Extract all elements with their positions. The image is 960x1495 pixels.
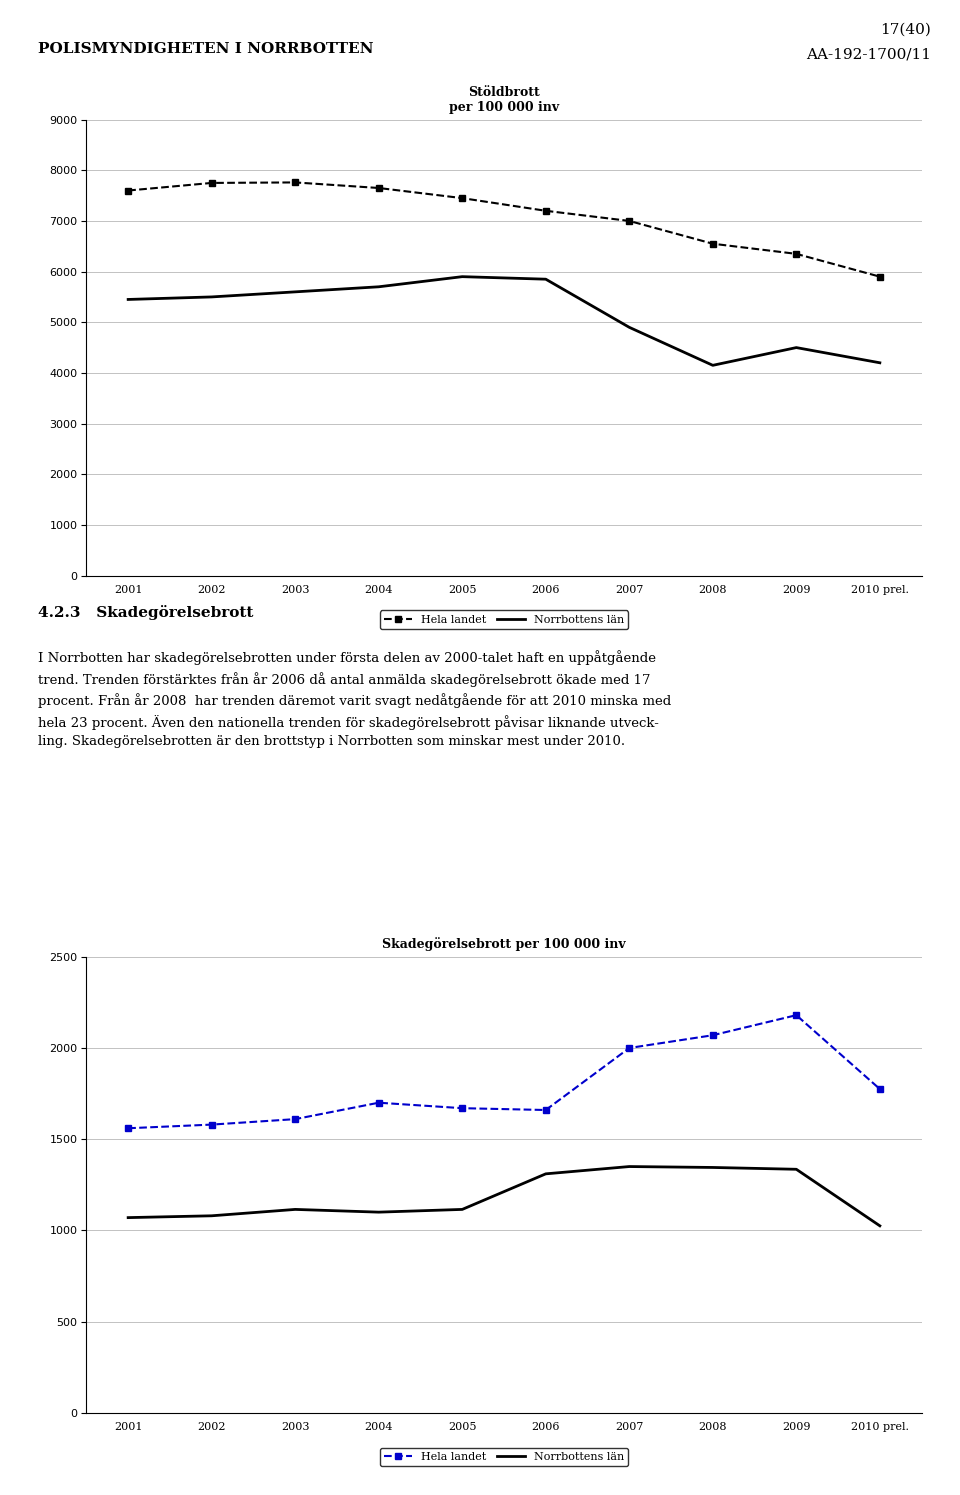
Legend: Hela landet, Norrbottens län: Hela landet, Norrbottens län <box>379 1447 629 1467</box>
Text: I Norrbotten har skadegörelsebrotten under första delen av 2000-talet haft en up: I Norrbotten har skadegörelsebrotten und… <box>38 650 672 748</box>
Title: Skadegörelsebrott per 100 000 inv: Skadegörelsebrott per 100 000 inv <box>382 937 626 951</box>
Legend: Hela landet, Norrbottens län: Hela landet, Norrbottens län <box>379 610 629 629</box>
Text: 4.2.3   Skadegörelsebrott: 4.2.3 Skadegörelsebrott <box>38 605 253 620</box>
Text: POLISMYNDIGHETEN I NORRBOTTEN: POLISMYNDIGHETEN I NORRBOTTEN <box>38 42 373 55</box>
Text: AA-192-1700/11: AA-192-1700/11 <box>806 48 931 61</box>
Text: 17(40): 17(40) <box>880 22 931 36</box>
Title: Stöldbrott
per 100 000 inv: Stöldbrott per 100 000 inv <box>449 87 559 114</box>
